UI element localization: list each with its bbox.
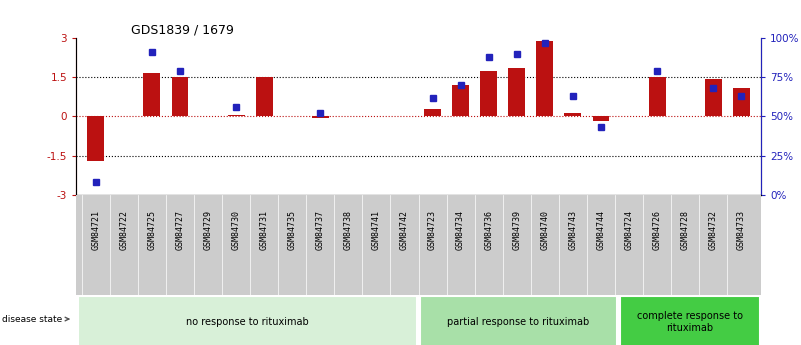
Bar — [537, 41, 553, 116]
Text: GSM84742: GSM84742 — [400, 210, 409, 250]
Bar — [481, 71, 497, 116]
Text: GSM84730: GSM84730 — [231, 210, 240, 250]
Bar — [143, 73, 160, 116]
Text: no response to rituximab: no response to rituximab — [186, 317, 308, 327]
Text: GSM84737: GSM84737 — [316, 210, 324, 250]
Text: disease state: disease state — [2, 315, 69, 324]
Text: GSM84734: GSM84734 — [456, 210, 465, 250]
Text: GSM84733: GSM84733 — [737, 210, 746, 250]
FancyBboxPatch shape — [78, 296, 417, 345]
Bar — [705, 79, 722, 116]
Text: GSM84724: GSM84724 — [625, 210, 634, 250]
Bar — [733, 88, 750, 116]
Bar — [453, 85, 469, 116]
Text: GSM84741: GSM84741 — [372, 210, 381, 250]
Text: GSM84722: GSM84722 — [119, 210, 128, 250]
Text: GSM84727: GSM84727 — [175, 210, 184, 250]
Text: GSM84739: GSM84739 — [513, 210, 521, 250]
FancyBboxPatch shape — [420, 296, 617, 345]
Text: GSM84729: GSM84729 — [203, 210, 212, 250]
FancyBboxPatch shape — [620, 296, 759, 345]
Bar — [593, 116, 610, 121]
Text: GSM84723: GSM84723 — [428, 210, 437, 250]
Bar — [565, 112, 582, 116]
Text: partial response to rituximab: partial response to rituximab — [447, 317, 590, 327]
Text: GSM84744: GSM84744 — [597, 210, 606, 250]
Bar — [87, 116, 104, 161]
Text: GSM84738: GSM84738 — [344, 210, 353, 250]
Bar — [312, 116, 328, 118]
Text: GSM84743: GSM84743 — [569, 210, 578, 250]
Text: GSM84736: GSM84736 — [484, 210, 493, 250]
Bar — [649, 77, 666, 116]
Text: GSM84728: GSM84728 — [681, 210, 690, 250]
Bar — [256, 77, 272, 116]
Text: GSM84731: GSM84731 — [260, 210, 268, 250]
Text: complete response to
rituximab: complete response to rituximab — [637, 311, 743, 333]
Text: GSM84740: GSM84740 — [541, 210, 549, 250]
Bar — [509, 68, 525, 116]
Text: GSM84725: GSM84725 — [147, 210, 156, 250]
Bar — [425, 109, 441, 116]
Text: GSM84732: GSM84732 — [709, 210, 718, 250]
Bar — [227, 115, 244, 116]
Text: GDS1839 / 1679: GDS1839 / 1679 — [131, 24, 234, 37]
Text: GSM84735: GSM84735 — [288, 210, 296, 250]
Text: GSM84721: GSM84721 — [91, 210, 100, 250]
Text: GSM84726: GSM84726 — [653, 210, 662, 250]
Bar — [171, 77, 188, 116]
